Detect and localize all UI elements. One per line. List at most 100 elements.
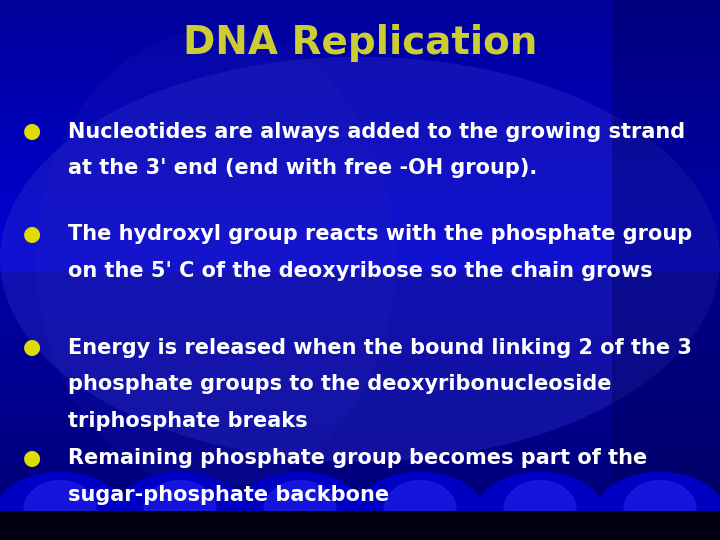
Bar [0,30,720,32]
Bar [0,202,720,205]
Bar [0,176,720,178]
Bar [0,535,720,537]
Polygon shape [144,481,216,510]
Bar [0,400,720,402]
Text: DNA Replication: DNA Replication [183,24,537,62]
Bar [0,51,720,54]
Bar [0,24,720,27]
Bar [0,410,720,413]
Bar [0,313,720,316]
Bar [0,378,720,381]
Polygon shape [238,472,362,510]
Bar [0,243,720,246]
Bar [0,8,720,11]
Bar [0,375,720,378]
Bar [0,35,720,38]
Bar [0,78,720,81]
Bar [0,200,720,202]
Bar [0,130,720,132]
Bar [0,305,720,308]
Bar [0,246,720,248]
Bar [0,43,720,46]
Bar [0,132,720,135]
Bar [0,119,720,122]
Polygon shape [504,481,576,510]
Bar [0,340,720,343]
Bar [0,454,720,456]
Bar [0,505,720,508]
Bar [0,122,720,124]
Bar [0,381,720,383]
Bar [0,521,720,524]
Bar [0,275,720,278]
Bar [0,524,720,526]
Bar [0,475,720,478]
Bar [0,421,720,424]
Bar [0,362,720,364]
Bar [0,235,720,238]
Bar [0,265,720,267]
Bar [0,500,720,502]
Bar [0,278,720,281]
Bar [0,284,720,286]
Bar [0,270,720,273]
Bar [0,105,720,108]
Bar [0,224,720,227]
Bar [0,192,720,194]
Bar [0,86,720,89]
Bar [0,0,720,3]
Bar [0,513,720,516]
Polygon shape [477,472,603,510]
Bar [0,329,720,332]
Bar [0,84,720,86]
Bar [0,308,720,310]
Bar [0,335,720,338]
Bar [0,354,720,356]
Bar [0,402,720,405]
Bar [0,446,720,448]
Bar [0,502,720,505]
Bar [0,292,720,294]
Bar [0,489,720,491]
Bar [0,359,720,362]
Bar [0,443,720,445]
Bar [0,211,720,213]
Bar [0,208,720,211]
Bar [0,316,720,319]
Bar [0,73,720,76]
Bar [0,148,720,151]
Bar [0,76,720,78]
Bar [0,22,720,24]
Bar [0,273,720,275]
Text: at the 3' end (end with free -OH group).: at the 3' end (end with free -OH group). [68,158,538,178]
Bar [0,327,720,329]
Bar [0,467,720,470]
Bar [0,32,720,35]
Bar [0,405,720,408]
Bar [0,481,720,483]
Bar [0,321,720,324]
Bar [0,397,720,400]
Bar [0,170,720,173]
Bar [0,173,720,176]
Bar [0,3,720,5]
Bar [0,135,720,138]
Bar [0,373,720,375]
Bar [0,518,720,521]
Bar [0,356,720,359]
Bar [0,165,720,167]
Bar [0,529,720,532]
Bar [0,103,720,105]
Bar [0,324,720,327]
Bar [0,94,720,97]
Bar [0,408,720,410]
Bar [0,194,720,197]
Bar [0,167,720,170]
Ellipse shape [0,57,720,462]
Bar [0,40,720,43]
Bar [0,286,720,289]
Bar [0,227,720,229]
Bar [0,46,720,49]
Polygon shape [264,481,336,510]
Bar [0,151,720,154]
